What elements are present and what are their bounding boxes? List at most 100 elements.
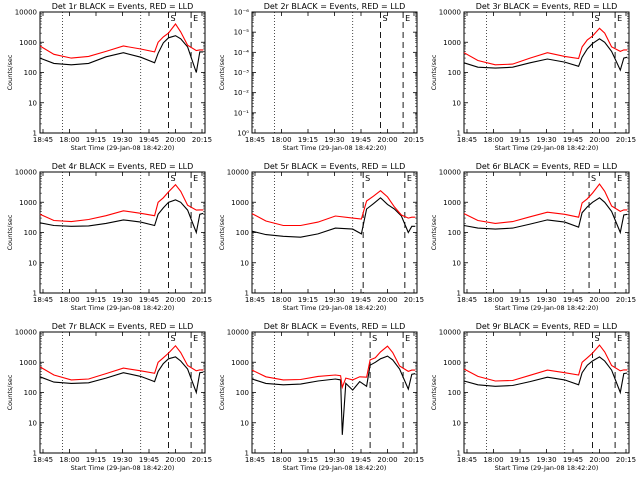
x-tick-label: 20:15 xyxy=(192,456,212,464)
x-axis-label: Start Time (29-Jan-08 18:42:20) xyxy=(71,464,175,472)
y-tick-label: 1 xyxy=(33,450,37,458)
x-tick-label: 20:00 xyxy=(589,136,609,144)
events-series-line xyxy=(251,355,416,435)
x-tick-label: 19:30 xyxy=(324,456,344,464)
y-tick-label: 10⁻⁵ xyxy=(234,29,250,37)
y-tick-label: 100 xyxy=(448,389,461,397)
x-tick-label: 19:15 xyxy=(86,456,106,464)
x-tick-label: 19:45 xyxy=(351,456,371,464)
y-tick-label: 100 xyxy=(236,229,249,237)
marker-label-s: S xyxy=(372,334,377,343)
y-tick-label: 10⁻¹ xyxy=(234,109,250,117)
y-tick-label: 10⁻⁴ xyxy=(234,49,250,57)
y-tick-label: 10 xyxy=(452,259,461,267)
x-axis-label: Start Time (29-Jan-08 18:42:20) xyxy=(283,144,387,152)
x-tick-label: 20:00 xyxy=(589,456,609,464)
y-tick-label: 1 xyxy=(457,130,461,138)
lld-series-line xyxy=(39,344,204,381)
x-axis-label: Start Time (29-Jan-08 18:42:20) xyxy=(71,144,175,152)
marker-label-s: S xyxy=(591,174,596,183)
panel-9: Det 9r BLACK = Events, RED = LLD 1 10 100 10… xyxy=(430,322,636,472)
x-tick-label: 19:15 xyxy=(86,136,106,144)
x-tick-label: 18:00 xyxy=(271,296,291,304)
x-tick-label: 19:30 xyxy=(536,456,556,464)
panel-title: Det 2r BLACK = Events, RED = LLD xyxy=(264,2,406,11)
y-tick-label: 100 xyxy=(24,229,37,237)
x-tick-label: 20:15 xyxy=(616,456,636,464)
plot-frame xyxy=(39,11,206,134)
x-tick-label: 18:00 xyxy=(483,456,503,464)
y-tick-label: 10000 xyxy=(15,169,37,177)
x-axis-label: Start Time (29-Jan-08 18:42:20) xyxy=(283,464,387,472)
y-tick-label: 1000 xyxy=(231,199,249,207)
panel-2: Det 2r BLACK = Events, RED = LLD 10⁰ 10⁻¹ 1… xyxy=(218,2,424,152)
x-tick-label: 19:45 xyxy=(139,136,159,144)
x-tick-label: 20:00 xyxy=(377,456,397,464)
x-tick-label: 18:45 xyxy=(245,296,265,304)
x-tick-label: 18:00 xyxy=(483,136,503,144)
marker-label-s: S xyxy=(595,334,600,343)
x-tick-label: 19:15 xyxy=(298,456,318,464)
x-tick-label: 19:30 xyxy=(112,456,132,464)
marker-label-e: E xyxy=(617,334,622,343)
events-series-line xyxy=(39,35,204,73)
marker-label-e: E xyxy=(617,174,622,183)
y-tick-label: 1 xyxy=(245,290,249,298)
y-tick-label: 10000 xyxy=(15,329,37,337)
x-axis-label: Start Time (29-Jan-08 18:42:20) xyxy=(283,304,387,312)
y-tick-label: 10000 xyxy=(439,329,461,337)
x-tick-label: 19:30 xyxy=(112,136,132,144)
y-tick-label: 1 xyxy=(33,290,37,298)
y-axis-label: Counts/sec xyxy=(430,54,438,90)
marker-label-e: E xyxy=(193,14,198,23)
y-tick-label: 10 xyxy=(28,99,37,107)
lld-series-line xyxy=(463,344,628,382)
x-tick-label: 19:15 xyxy=(298,296,318,304)
y-tick-label: 1000 xyxy=(231,359,249,367)
y-tick-label: 10000 xyxy=(439,9,461,17)
y-tick-label: 10000 xyxy=(227,169,249,177)
panel-title: Det 5r BLACK = Events, RED = LLD xyxy=(264,162,406,171)
x-tick-label: 20:15 xyxy=(404,456,424,464)
panel-title: Det 9r BLACK = Events, RED = LLD xyxy=(476,322,618,331)
x-tick-label: 20:00 xyxy=(377,296,397,304)
x-tick-label: 18:45 xyxy=(33,456,53,464)
y-tick-label: 10 xyxy=(28,259,37,267)
marker-label-s: S xyxy=(171,334,176,343)
panel-title: Det 4r BLACK = Events, RED = LLD xyxy=(52,162,194,171)
x-tick-label: 20:15 xyxy=(404,296,424,304)
x-tick-label: 19:30 xyxy=(536,136,556,144)
x-tick-label: 19:15 xyxy=(510,136,530,144)
x-axis-label: Start Time (29-Jan-08 18:42:20) xyxy=(495,304,599,312)
y-tick-label: 1000 xyxy=(443,39,461,47)
y-tick-label: 10⁰ xyxy=(237,130,249,138)
lld-series-line xyxy=(39,183,204,223)
x-tick-label: 19:15 xyxy=(298,136,318,144)
marker-label-e: E xyxy=(405,334,410,343)
events-series-line xyxy=(39,356,204,395)
y-tick-label: 10 xyxy=(240,259,249,267)
panel-title: Det 6r BLACK = Events, RED = LLD xyxy=(476,162,618,171)
panel-title: Det 7r BLACK = Events, RED = LLD xyxy=(52,322,194,331)
events-series-line xyxy=(463,356,628,395)
plot-frame xyxy=(251,11,418,134)
y-tick-label: 1000 xyxy=(19,39,37,47)
events-series-line xyxy=(39,199,204,235)
marker-label-e: E xyxy=(405,14,410,23)
plot-frame xyxy=(463,331,630,454)
y-tick-label: 10⁻⁶ xyxy=(234,9,250,17)
marker-label-e: E xyxy=(617,14,622,23)
x-tick-label: 20:15 xyxy=(192,136,212,144)
x-tick-label: 18:00 xyxy=(59,456,79,464)
y-axis-label: Counts/sec xyxy=(6,374,14,410)
x-tick-label: 18:45 xyxy=(33,296,53,304)
x-tick-label: 19:15 xyxy=(86,296,106,304)
y-tick-label: 10 xyxy=(452,419,461,427)
x-tick-label: 19:45 xyxy=(351,136,371,144)
panel-1: Det 1r BLACK = Events, RED = LLD 1 10 100 10… xyxy=(6,2,212,152)
marker-label-e: E xyxy=(193,334,198,343)
panel-title: Det 8r BLACK = Events, RED = LLD xyxy=(264,322,406,331)
x-axis-label: Start Time (29-Jan-08 18:42:20) xyxy=(495,464,599,472)
